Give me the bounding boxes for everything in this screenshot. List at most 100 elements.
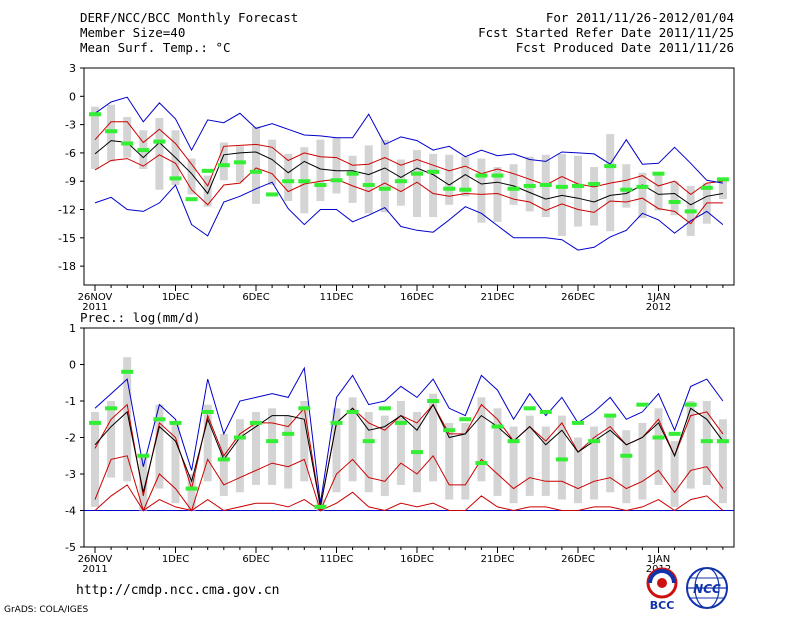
x-tick-label: 1DEC xyxy=(162,554,189,565)
spread-box xyxy=(380,139,389,213)
observed-marker xyxy=(233,160,246,165)
observed-marker xyxy=(572,183,584,188)
forecast-range: For 2011/11/26-2012/01/04 xyxy=(545,10,734,25)
spread-box xyxy=(670,441,679,507)
observed-marker xyxy=(362,182,375,187)
observed-marker xyxy=(507,186,520,191)
observed-marker xyxy=(137,148,150,153)
observed-marker xyxy=(169,420,182,425)
observed-marker xyxy=(636,184,649,189)
observed-marker xyxy=(394,420,407,425)
x-tick-label: 26DEC xyxy=(561,292,595,303)
observed-marker xyxy=(266,192,279,197)
observed-marker xyxy=(443,186,456,191)
y-tick-label: -3 xyxy=(65,468,76,481)
spread-box xyxy=(284,415,293,489)
observed-marker xyxy=(491,424,504,429)
spread-box xyxy=(348,397,357,482)
y-tick-label: -4 xyxy=(65,505,76,518)
observed-marker xyxy=(121,369,134,374)
spread-box xyxy=(219,433,228,496)
y-tick-label: -6 xyxy=(65,147,76,160)
spread-box xyxy=(413,150,421,218)
spread-box xyxy=(590,426,599,500)
chart-title: DERF/NCC/BCC Monthly Forecast xyxy=(80,10,299,25)
x-tick-label: 16DEC xyxy=(400,554,434,565)
observed-marker xyxy=(282,431,295,436)
y-tick-label: -12 xyxy=(58,204,76,217)
spread-box xyxy=(235,419,244,493)
spread-box xyxy=(123,117,132,158)
observed-marker xyxy=(652,171,665,176)
observed-marker xyxy=(523,406,536,411)
spread-box xyxy=(622,164,631,208)
spread-box xyxy=(268,139,277,185)
observed-marker xyxy=(89,112,101,117)
series-line-max xyxy=(94,181,724,251)
observed-marker xyxy=(523,183,536,188)
observed-marker xyxy=(89,420,101,425)
observed-marker xyxy=(362,439,375,444)
observed-marker xyxy=(459,187,472,192)
spread-box xyxy=(187,158,196,195)
observed-marker xyxy=(298,179,311,184)
spread-box xyxy=(316,139,325,202)
observed-marker xyxy=(105,406,118,411)
observed-marker xyxy=(233,435,246,440)
observed-marker xyxy=(700,185,713,190)
observed-marker xyxy=(716,177,729,182)
spread-box xyxy=(429,153,438,218)
observed-marker xyxy=(137,453,150,458)
spread-box xyxy=(91,106,99,169)
observed-marker xyxy=(604,164,617,169)
spread-box xyxy=(445,154,454,205)
observed-marker xyxy=(588,182,601,187)
spread-box xyxy=(477,158,486,223)
ncc-logo: NCC xyxy=(686,567,728,609)
spread-box xyxy=(638,422,647,500)
observed-marker xyxy=(491,173,504,178)
observed-marker xyxy=(684,209,697,214)
spread-box xyxy=(670,181,679,216)
ncc-logo-text: NCC xyxy=(693,582,721,596)
spread-box xyxy=(429,393,438,482)
observed-marker xyxy=(539,409,552,414)
spread-box xyxy=(606,415,615,493)
spread-box xyxy=(622,430,631,504)
spread-box xyxy=(155,404,164,489)
series-line-min xyxy=(94,484,724,512)
observed-marker xyxy=(475,461,488,466)
observed-marker xyxy=(330,420,343,425)
x-tick-label: 21DEC xyxy=(481,554,515,565)
y-tick-label: -18 xyxy=(58,260,76,273)
spread-box xyxy=(219,142,228,181)
observed-marker xyxy=(684,402,697,407)
y-tick-label: -3 xyxy=(65,119,76,132)
x-tick-label: 26DEC xyxy=(561,554,595,565)
observed-marker xyxy=(620,187,633,192)
source-url[interactable]: http://cmdp.ncc.cma.gov.cn xyxy=(76,583,280,598)
spread-box xyxy=(638,172,647,219)
observed-marker xyxy=(668,431,681,436)
observed-marker xyxy=(250,169,262,174)
spread-box xyxy=(284,153,293,202)
x-tick-label: 2011 xyxy=(82,302,107,313)
observed-marker xyxy=(346,409,359,414)
y-tick-label: 1 xyxy=(69,322,76,335)
spread-box xyxy=(590,167,599,226)
spread-box xyxy=(252,411,260,485)
y-tick-label: 0 xyxy=(69,90,76,103)
x-tick-label: 1JAN xyxy=(647,554,670,565)
spread-box xyxy=(203,175,212,207)
observed-marker xyxy=(394,179,407,184)
observed-marker xyxy=(217,457,230,462)
observed-marker xyxy=(217,163,230,168)
series-line-q_low xyxy=(94,454,724,512)
spread-box xyxy=(332,408,341,493)
spread-box xyxy=(139,455,148,511)
spread-box xyxy=(574,437,582,504)
x-tick-label: 2012 xyxy=(646,302,671,313)
x-tick-label: 11DEC xyxy=(320,554,354,565)
observed-marker xyxy=(282,179,295,184)
